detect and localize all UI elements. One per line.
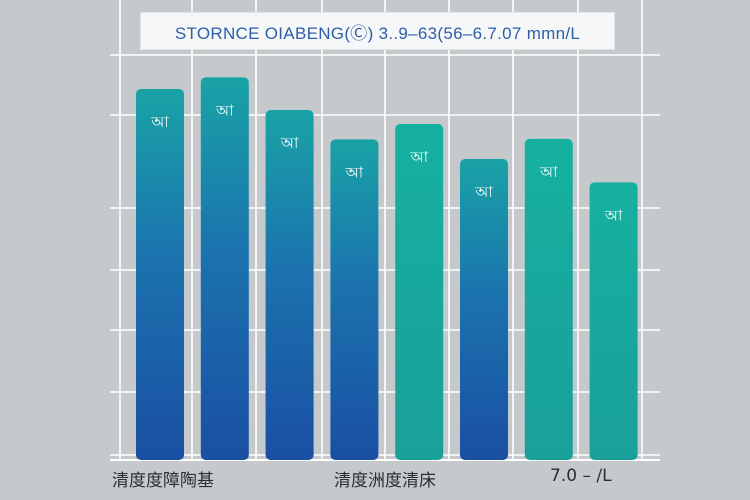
category-labels: 清度度障陶基 清度洲度清床 7.0 – /L xyxy=(0,462,750,500)
bar-label-2: আ xyxy=(215,101,234,119)
bar-2 xyxy=(200,77,249,460)
bar-label-5: আ xyxy=(409,148,428,166)
bar-label-1: আ xyxy=(150,113,169,131)
chart-title-box: STORNCE OIABENG(Ⓒ) 3..9–63(56–6.7.07 mmn… xyxy=(140,12,615,50)
bar-label-7: আ xyxy=(539,163,558,181)
category-label-3: 7.0 – /L xyxy=(550,466,612,486)
bar-5 xyxy=(395,124,444,460)
category-label-2: 清度洲度清床 xyxy=(334,471,436,491)
bar-1 xyxy=(136,89,184,460)
bars xyxy=(136,77,638,461)
bar-7 xyxy=(524,138,573,460)
bar-label-8: আ xyxy=(604,206,623,224)
category-label-1: 清度度障陶基 xyxy=(112,471,214,491)
chart-title: STORNCE OIABENG(Ⓒ) 3..9–63(56–6.7.07 mmn… xyxy=(174,23,581,43)
bar-label-3: আ xyxy=(280,134,299,152)
bar-label-4: আ xyxy=(345,163,364,181)
bar-label-6: আ xyxy=(474,183,493,201)
bar-labels: আ আ আ আ আ আ আ আ xyxy=(150,101,623,224)
bar-6 xyxy=(460,159,508,460)
bar-4 xyxy=(330,139,379,460)
grid-lines xyxy=(110,0,660,461)
bar-3 xyxy=(265,110,314,460)
bar-8 xyxy=(589,182,638,461)
